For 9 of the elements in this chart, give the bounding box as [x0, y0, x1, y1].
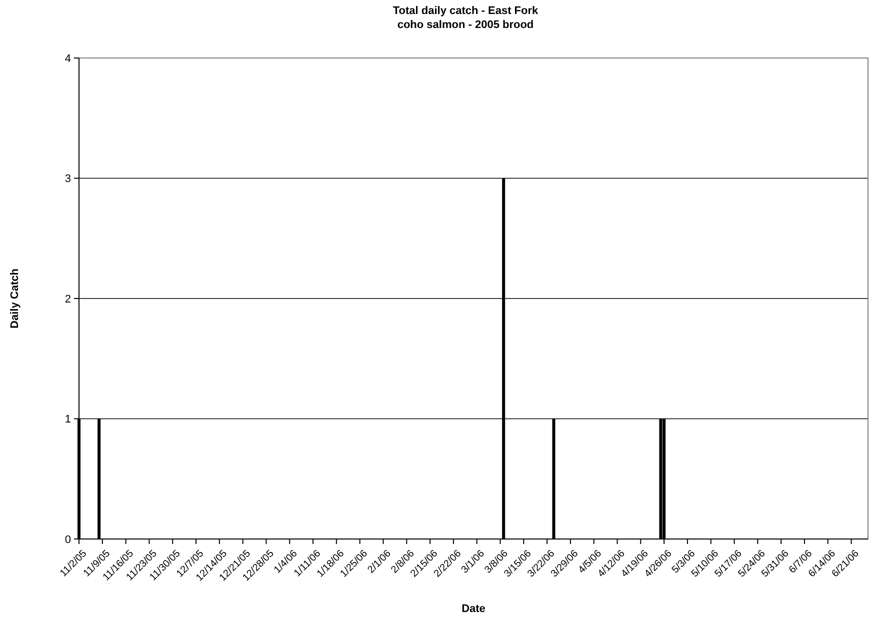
y-tick-label: 0 — [64, 534, 71, 546]
y-tick-label: 3 — [64, 173, 71, 186]
x-axis-title: Date — [462, 603, 486, 615]
y-tick-label: 2 — [64, 293, 71, 306]
chart-title: Total daily catch - East Fork — [392, 5, 540, 17]
y-tick-label: 4 — [64, 52, 71, 65]
chart-subtitle: coho salmon - 2005 brood — [397, 19, 534, 31]
y-axis-title: Daily Catch — [9, 268, 21, 328]
y-tick-label: 1 — [64, 414, 71, 426]
